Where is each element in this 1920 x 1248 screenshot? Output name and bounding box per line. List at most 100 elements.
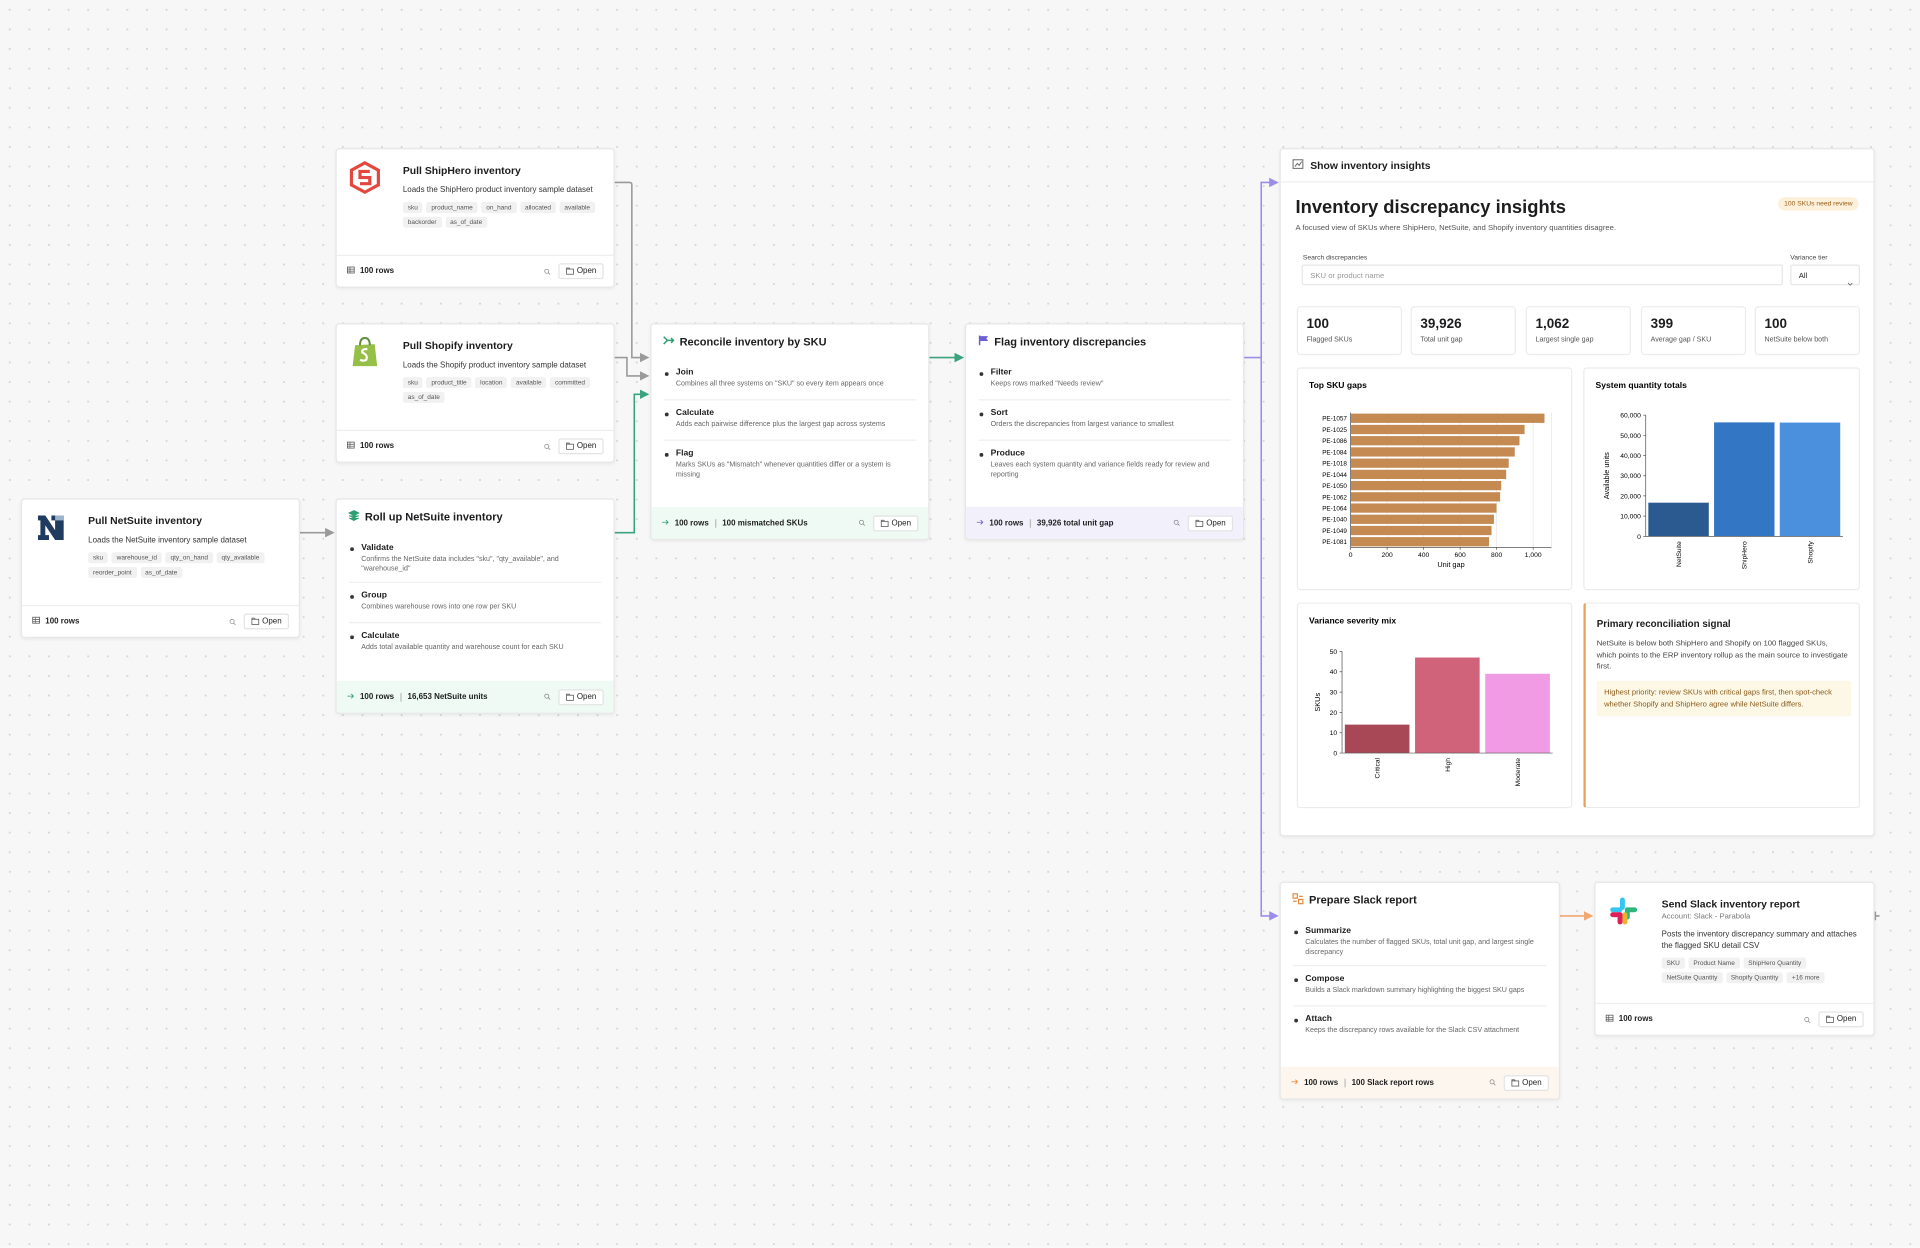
x-tick-label: Critical bbox=[1375, 757, 1382, 778]
node-card[interactable]: Reconcile inventory by SKU Join Combines a… bbox=[650, 323, 930, 541]
y-tick-label: 20 bbox=[1330, 710, 1338, 717]
tag-list: sku product_name on_hand allocated available… bbox=[402, 202, 611, 228]
x-axis-label: Unit gap bbox=[1437, 560, 1464, 569]
node-footer: 100 rows Open bbox=[1595, 1002, 1874, 1035]
open-button[interactable]: Open bbox=[873, 514, 919, 531]
stat-label: Flagged SKUs bbox=[1306, 336, 1353, 345]
node-logo bbox=[1607, 894, 1641, 928]
arrow-icon bbox=[1291, 1078, 1299, 1084]
node-card[interactable]: Prepare Slack report Summarize Calculates … bbox=[1279, 881, 1561, 1100]
search-icon bbox=[543, 443, 550, 450]
step-name: Summarize bbox=[1305, 926, 1352, 936]
search-button[interactable] bbox=[1168, 516, 1184, 529]
open-button[interactable]: Open bbox=[1818, 1011, 1864, 1028]
open-label: Open bbox=[576, 692, 597, 702]
bar bbox=[1415, 657, 1480, 754]
open-button[interactable]: Open bbox=[1187, 514, 1234, 531]
node-logo bbox=[33, 511, 67, 545]
chart-card: Variance severity mix 0 10 20 30 40 50 Critical… bbox=[1296, 602, 1573, 809]
node-card[interactable]: Flag inventory discrepancies Filter Keeps … bbox=[964, 323, 1245, 541]
search-input[interactable]: SKU or product name bbox=[1301, 264, 1783, 286]
open-icon bbox=[1195, 519, 1204, 527]
table-icon bbox=[347, 266, 355, 274]
tier-value: All bbox=[1798, 271, 1808, 280]
x-tick-label: 800 bbox=[1491, 552, 1502, 559]
bar bbox=[1648, 502, 1709, 537]
insights-subtitle: A focused view of SKUs where ShipHero, N… bbox=[1295, 224, 1617, 233]
search-button[interactable] bbox=[1484, 1076, 1500, 1089]
shiphero-logo bbox=[349, 161, 380, 195]
open-icon bbox=[566, 693, 574, 701]
node-card[interactable]: Roll up NetSuite inventory Validate Confir… bbox=[335, 498, 615, 714]
netsuite-logo bbox=[36, 515, 64, 542]
y-tick-label: PE-1049 bbox=[1322, 528, 1347, 535]
y-tick-label: 30 bbox=[1330, 690, 1338, 697]
node-card[interactable]: Pull ShipHero inventory Loads the ShipHer… bbox=[335, 148, 615, 288]
x-tick-label: ShipHero bbox=[1742, 541, 1749, 569]
open-button[interactable]: Open bbox=[243, 613, 289, 630]
node-logo bbox=[348, 160, 382, 195]
search-button[interactable] bbox=[1799, 1013, 1815, 1026]
node-footer: 100 rows Open bbox=[22, 604, 299, 637]
search-button[interactable] bbox=[539, 440, 555, 453]
arrow-icon bbox=[347, 693, 354, 698]
chevron bbox=[1847, 272, 1854, 294]
node-title: Pull ShipHero inventory bbox=[402, 164, 521, 177]
signal-callout: Highest priority: review SKUs with criti… bbox=[1596, 680, 1852, 717]
search-icon bbox=[1803, 1016, 1810, 1023]
y-tick-label: 50,000 bbox=[1620, 433, 1641, 440]
edge bbox=[614, 389, 650, 534]
node-title: Prepare Slack report bbox=[1308, 893, 1417, 906]
open-button[interactable]: Open bbox=[558, 688, 604, 705]
bar bbox=[1714, 422, 1775, 537]
search-button[interactable] bbox=[224, 615, 240, 628]
chart: Top SKU gaps 0 200 400 600 800 1,000 PE-1057 PE-… bbox=[1309, 380, 1552, 569]
x-tick-label: Shopify bbox=[1807, 541, 1814, 564]
tag: as_of_date bbox=[402, 391, 445, 403]
search-button[interactable] bbox=[539, 690, 555, 703]
bar bbox=[1350, 424, 1525, 435]
node-card[interactable]: Send Slack inventory report Account: Slac… bbox=[1594, 881, 1875, 1036]
search-button[interactable] bbox=[539, 264, 555, 277]
tag: +16 more bbox=[1787, 972, 1825, 984]
row-count: 100 rows bbox=[45, 617, 80, 626]
stat-value: 39,926 bbox=[1420, 317, 1462, 332]
node-title: Pull Shopify inventory bbox=[402, 339, 513, 352]
open-button[interactable]: Open bbox=[1503, 1074, 1549, 1091]
bar bbox=[1350, 458, 1509, 468]
node-header: Reconcile inventory by SKU bbox=[651, 324, 928, 357]
open-button[interactable]: Open bbox=[558, 263, 604, 280]
step-description: Keeps the discrepancy rows available for… bbox=[1305, 1027, 1520, 1035]
step-name: Calculate bbox=[361, 631, 400, 641]
node-icon bbox=[347, 509, 360, 524]
y-tick-label: PE-1040 bbox=[1322, 517, 1347, 524]
tag: as_of_date bbox=[445, 216, 488, 228]
step-description: Orders the discrepancies from largest va… bbox=[990, 421, 1174, 429]
tag: available bbox=[511, 377, 547, 389]
bar bbox=[1350, 413, 1545, 423]
open-button[interactable]: Open bbox=[558, 438, 604, 455]
open-icon bbox=[880, 519, 889, 527]
search-button[interactable] bbox=[854, 516, 870, 529]
panel-header-title: Show inventory insights bbox=[1310, 159, 1431, 172]
node-card[interactable]: Pull Shopify inventory Loads the Shopify … bbox=[335, 323, 615, 463]
bar bbox=[1485, 673, 1550, 754]
step-name: Sort bbox=[990, 408, 1008, 418]
open-label: Open bbox=[576, 442, 597, 451]
bar bbox=[1350, 525, 1492, 536]
node-footer: 100 rows 16,653 NetSuite units Open bbox=[336, 680, 614, 713]
step: Join Combines all three systems on "SKU" … bbox=[663, 360, 916, 401]
rows-icon bbox=[1605, 1014, 1614, 1025]
node-card[interactable]: Pull NetSuite inventory Loads the NetSuit… bbox=[20, 498, 301, 638]
step-description: Keeps rows marked "Needs review" bbox=[990, 380, 1104, 389]
stat-value: 100 bbox=[1306, 317, 1330, 332]
tier-select[interactable]: All bbox=[1790, 264, 1861, 286]
step-description: Marks SKUs as "Mismatch" whenever quanti… bbox=[675, 461, 891, 479]
step-name: Attach bbox=[1305, 1015, 1332, 1024]
arrow-icon bbox=[976, 517, 985, 528]
rows-icon bbox=[32, 616, 41, 627]
chart-title: System quantity totals bbox=[1596, 380, 1688, 390]
search-placeholder: SKU or product name bbox=[1310, 271, 1385, 280]
arrow-icon bbox=[347, 691, 356, 702]
